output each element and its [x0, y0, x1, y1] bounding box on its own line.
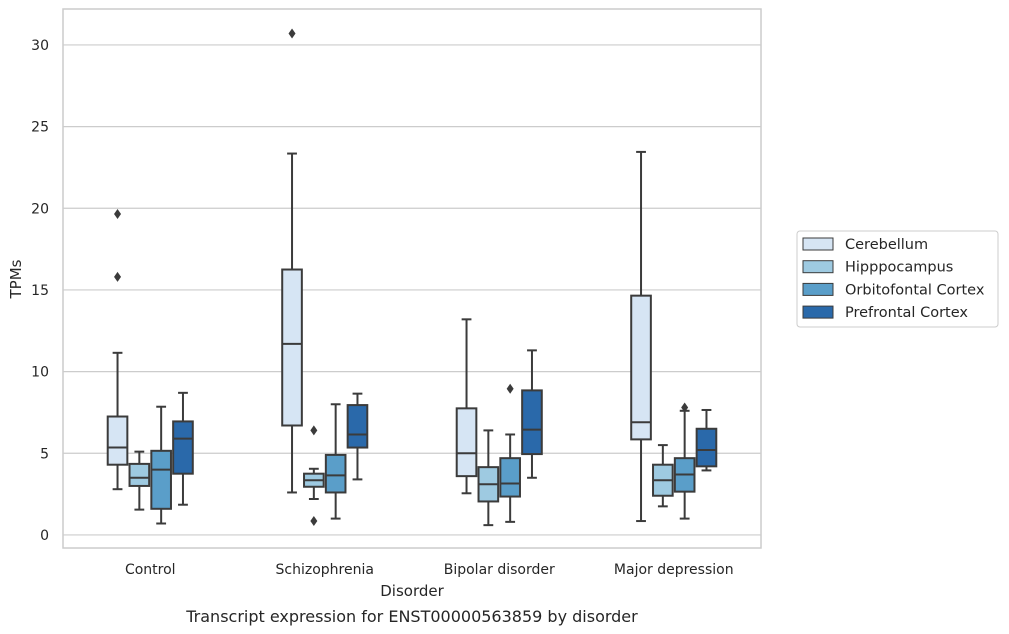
- y-axis-ticks: 0 5 10 15 20 25 30: [31, 38, 49, 544]
- box-hipppocampus: [128, 450, 151, 511]
- box-cerebellum: [455, 318, 478, 495]
- iqr-box: [324, 453, 347, 494]
- outlier-point: [288, 28, 296, 39]
- box-orbitofontal-cortex: [324, 403, 347, 520]
- box-prefrontal-cortex: [346, 392, 369, 481]
- box-prefrontal-cortex: [172, 391, 194, 506]
- legend-swatch: [802, 282, 834, 296]
- legend-entry-label: Hipppocampus: [845, 260, 953, 276]
- boxes: [106, 28, 718, 527]
- y-tick-label: 0: [40, 528, 49, 544]
- outlier-point: [310, 425, 318, 436]
- x-axis-ticks: Control Schizophrenia Bipolar disorder Majo…: [125, 562, 734, 578]
- chart-caption: Transcript expression for ENST0000056385…: [185, 607, 638, 626]
- iqr-box: [106, 415, 129, 466]
- y-tick-label: 30: [31, 38, 49, 54]
- x-tick-label: Bipolar disorder: [444, 562, 555, 578]
- y-axis-label: TPMs: [7, 259, 25, 299]
- box-prefrontal-cortex: [695, 408, 718, 472]
- legend-entry-label: Cerebellum: [845, 237, 928, 253]
- iqr-box: [346, 404, 369, 449]
- y-tick-label: 10: [31, 365, 49, 381]
- iqr-box: [128, 462, 151, 487]
- y-tick-label: 25: [31, 120, 49, 136]
- x-tick-label: Major depression: [614, 562, 734, 578]
- box-orbitofontal-cortex: [499, 383, 521, 523]
- legend-entry-label: Orbitofontal Cortex: [845, 282, 985, 298]
- box-hipppocampus: [303, 425, 325, 527]
- box-hipppocampus: [652, 444, 674, 508]
- outlier-point: [681, 402, 689, 413]
- y-tick-label: 5: [40, 446, 49, 462]
- x-tick-label: Control: [125, 562, 176, 578]
- box-hipppocampus: [477, 429, 500, 527]
- x-tick-label: Schizophrenia: [276, 562, 374, 578]
- box-orbitofontal-cortex: [150, 405, 172, 525]
- box-cerebellum: [281, 28, 303, 494]
- box-cerebellum: [106, 208, 129, 491]
- x-axis-label: Disorder: [380, 582, 444, 600]
- legend-frame: [796, 230, 999, 328]
- iqr-box: [150, 449, 172, 510]
- legend-swatch: [802, 260, 834, 274]
- iqr-box: [499, 457, 521, 498]
- iqr-box: [630, 294, 652, 441]
- outlier-point: [114, 271, 122, 282]
- y-tick-label: 15: [31, 283, 49, 299]
- outlier-point: [310, 516, 318, 527]
- y-tick-label: 20: [31, 201, 49, 217]
- iqr-box: [695, 427, 718, 468]
- legend-entry-label: Prefrontal Cortex: [845, 305, 968, 321]
- box-orbitofontal-cortex: [673, 402, 696, 520]
- outlier-point: [114, 208, 122, 219]
- legend-swatch: [802, 305, 834, 319]
- box-cerebellum: [630, 150, 652, 523]
- iqr-box: [281, 268, 303, 427]
- legend: Cerebellum Hipppocampus Orbitofontal Corte…: [796, 230, 999, 328]
- iqr-box: [172, 420, 194, 475]
- iqr-box: [521, 389, 543, 456]
- legend-swatch: [802, 237, 834, 251]
- outlier-point: [506, 383, 514, 394]
- plot-frame: [62, 8, 762, 549]
- box-prefrontal-cortex: [521, 349, 543, 479]
- iqr-box: [455, 407, 478, 478]
